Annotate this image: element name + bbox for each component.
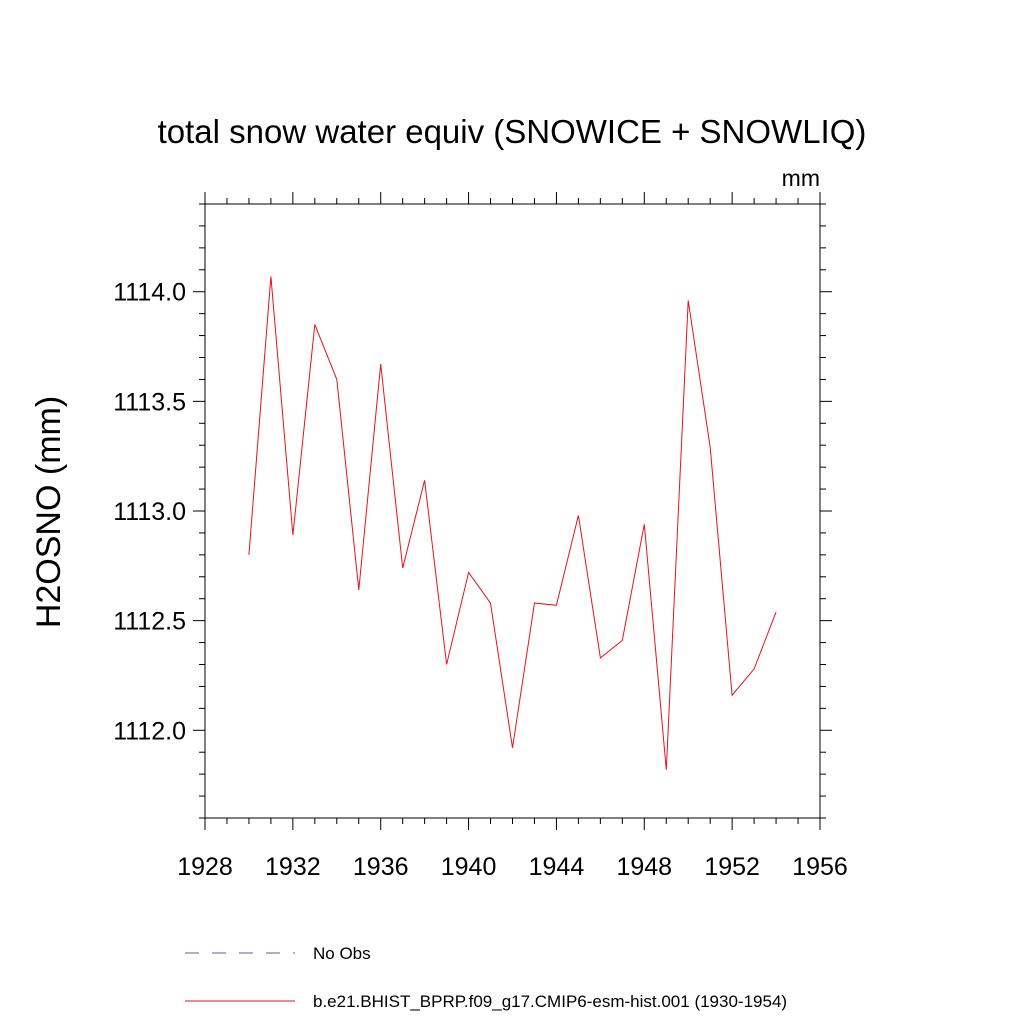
legend-label-no-obs: No Obs xyxy=(313,944,371,963)
x-tick-label: 1940 xyxy=(441,853,497,881)
units-label: mm xyxy=(782,165,820,191)
y-tick-label: 1112.5 xyxy=(113,608,186,636)
y-tick-label: 1113.0 xyxy=(113,498,186,526)
y-tick-label: 1113.5 xyxy=(113,388,186,416)
y-tick-labels: 1112.0 1112.5 1113.0 1113.5 1114.0 xyxy=(113,279,186,746)
axis-ticks xyxy=(193,192,832,830)
plot-frame xyxy=(204,203,821,819)
series-line xyxy=(248,276,777,770)
x-tick-label: 1948 xyxy=(616,853,672,881)
y-axis-label: H2OSNO (mm) xyxy=(30,396,68,628)
x-tick-label: 1956 xyxy=(792,853,848,881)
x-tick-labels: 1928 1932 1936 1940 1944 1948 1952 1956 xyxy=(177,853,848,881)
x-tick-label: 1932 xyxy=(265,853,321,881)
y-tick-label: 1112.0 xyxy=(113,717,186,745)
series-group xyxy=(248,276,777,770)
x-tick-label: 1952 xyxy=(704,853,760,881)
x-tick-label: 1944 xyxy=(529,853,585,881)
x-tick-label: 1928 xyxy=(177,853,233,881)
legend-label-model-run: b.e21.BHIST_BPRP.f09_g17.CMIP6-esm-hist.… xyxy=(313,992,787,1011)
y-tick-label: 1114.0 xyxy=(113,279,186,307)
x-tick-label: 1936 xyxy=(353,853,409,881)
legend: No Obs b.e21.BHIST_BPRP.f09_g17.CMIP6-es… xyxy=(185,944,787,1011)
chart-title: total snow water equiv (SNOWICE + SNOWLI… xyxy=(158,113,867,150)
